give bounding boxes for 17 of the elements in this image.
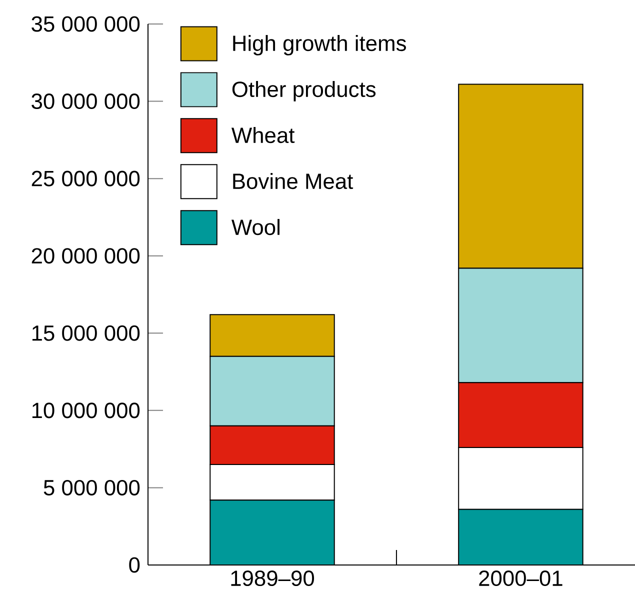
y-tick-label: 25 000 000 (32, 170, 140, 186)
legend-label: High growth items (233, 34, 406, 56)
y-tick-label: 5 000 000 (44, 480, 140, 496)
legend-label: Other products (232, 80, 376, 102)
y-tick-label: 0 (129, 557, 140, 573)
x-tick-label: 1989–90 (231, 570, 314, 586)
bar (210, 500, 334, 565)
legend-label: Bovine Meat (233, 172, 354, 190)
y-tick-label: 30 000 000 (32, 94, 140, 110)
y-tick-label: 15 000 000 (32, 325, 140, 341)
y-tick-label: 10 000 000 (32, 402, 140, 418)
legend-label: Wool (231, 218, 280, 236)
bar (458, 508, 584, 565)
y-tick-label: 35 000 000 (32, 16, 140, 32)
x-tick-label: 2000–01 (479, 570, 562, 586)
y-tick-label: 20 000 000 (32, 248, 140, 264)
legend-label: Wheat (231, 126, 295, 144)
